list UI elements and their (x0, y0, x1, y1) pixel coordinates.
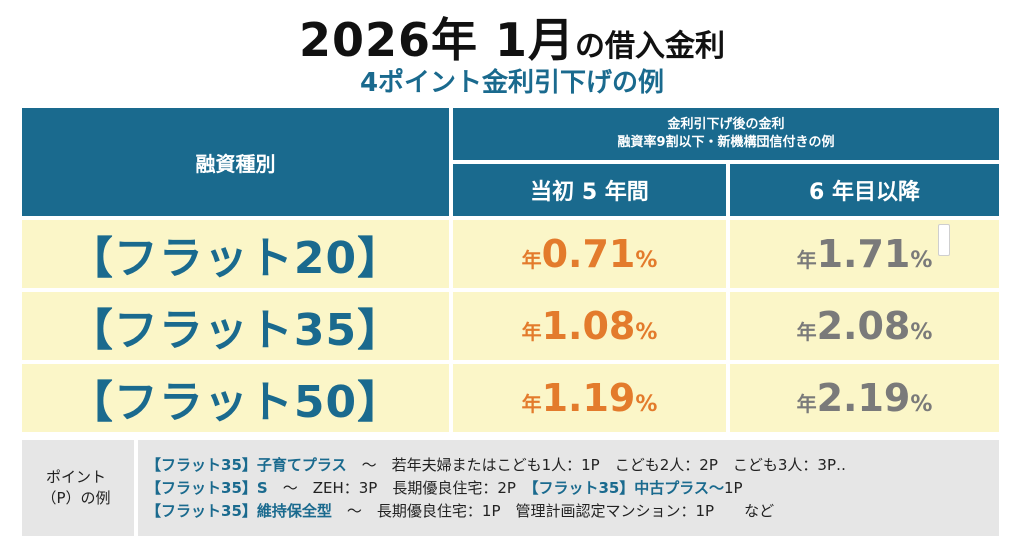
points-note: ポイント （P）の例 【フラット35】子育てプラス 〜 若年夫婦またはこども1人… (22, 440, 999, 536)
table-row: 【フラット35】 年1.08% 年2.08% (22, 292, 999, 360)
rate-prefix: 年 (796, 248, 817, 272)
points-label-line2: （P）の例 (41, 489, 111, 507)
table-row: 【フラット50】 年1.19% 年2.19% (22, 364, 999, 432)
later-rate: 年2.19% (797, 376, 933, 420)
points-line: 【フラット35】維持保全型 〜 長期優良住宅：1P 管理計画認定マンション：1P… (146, 500, 846, 523)
points-line-title: 【フラット35】中古プラス〜 (530, 479, 725, 497)
points-line-text: 〜 ZEH：3P 長期優良住宅：2P (282, 479, 516, 497)
header-initial-5-years: 当初 5 年間 (453, 164, 726, 216)
points-label: ポイント （P）の例 (22, 440, 130, 536)
initial-rate: 年1.08% (522, 304, 658, 348)
rate-value: 2.08 (816, 304, 911, 348)
rate-value: 1.71 (816, 232, 911, 276)
rate-value: 0.71 (541, 232, 636, 276)
later-rate: 年2.08% (797, 304, 933, 348)
points-line-text: 1P (724, 479, 743, 497)
header-loan-type: 融資種別 (22, 108, 449, 216)
points-line-text: 〜 長期優良住宅：1P 管理計画認定マンション：1P など (346, 502, 775, 520)
points-line-title: 【フラット35】子育てプラス (146, 456, 347, 474)
cursor-marker (938, 224, 950, 256)
page-subtitle: 4ポイント金利引下げの例 (359, 68, 665, 98)
rate-value: 1.08 (541, 304, 636, 348)
loan-name: 【フラット20】 (68, 233, 403, 284)
rate-unit: % (635, 248, 658, 273)
rate-prefix: 年 (796, 320, 817, 344)
title-suffix: の借入金利 (575, 29, 726, 64)
table-row: 【フラット20】 年0.71% 年1.71% (22, 220, 999, 288)
page-title: 2026年 1月の借入金利 (0, 4, 1024, 70)
later-rate: 年1.71% (797, 232, 933, 276)
points-label-line1: ポイント (45, 468, 106, 486)
rate-unit: % (910, 248, 933, 273)
rate-value: 1.19 (541, 376, 636, 420)
rate-prefix: 年 (521, 248, 542, 272)
header-top-line1: 金利引下げ後の金利 (667, 117, 785, 132)
rate-prefix: 年 (521, 392, 542, 416)
points-line-title: 【フラット35】S (146, 479, 268, 497)
points-line: 【フラット35】S 〜 ZEH：3P 長期優良住宅：2P 【フラット35】中古プ… (146, 477, 846, 500)
initial-rate: 年0.71% (522, 232, 658, 276)
initial-rate: 年1.19% (522, 376, 658, 420)
header-rate-after-discount: 金利引下げ後の金利 融資率9割以下・新機構団信付きの例 (453, 108, 999, 160)
loan-name: 【フラット35】 (68, 305, 403, 356)
rate-prefix: 年 (521, 320, 542, 344)
points-line-title: 【フラット35】維持保全型 (146, 502, 332, 520)
rate-prefix: 年 (796, 392, 817, 416)
points-line-text: 〜 若年夫婦またはこども1人：1P こども2人：2P こども3人：3P‥ (361, 456, 847, 474)
header-top-line2: 融資率9割以下・新機構団信付きの例 (617, 135, 835, 150)
title-year-month: 2026年 1月 (298, 13, 576, 67)
rate-unit: % (635, 320, 658, 345)
rate-unit: % (635, 392, 658, 417)
divider (134, 440, 138, 536)
rate-unit: % (910, 392, 933, 417)
rate-value: 2.19 (816, 376, 911, 420)
points-lines: 【フラット35】子育てプラス 〜 若年夫婦またはこども1人：1P こども2人：2… (146, 454, 846, 523)
points-line: 【フラット35】子育てプラス 〜 若年夫婦またはこども1人：1P こども2人：2… (146, 454, 846, 477)
rate-unit: % (910, 320, 933, 345)
header-year-6-onward: 6 年目以降 (730, 164, 999, 216)
loan-name: 【フラット50】 (68, 377, 403, 428)
